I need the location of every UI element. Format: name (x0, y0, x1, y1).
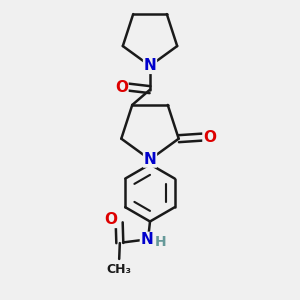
Text: N: N (140, 232, 153, 247)
Text: O: O (104, 212, 117, 227)
Text: CH₃: CH₃ (107, 263, 132, 276)
Text: O: O (115, 80, 128, 94)
Text: H: H (154, 235, 166, 249)
Text: N: N (144, 152, 156, 167)
Text: O: O (203, 130, 216, 145)
Text: N: N (144, 58, 156, 73)
